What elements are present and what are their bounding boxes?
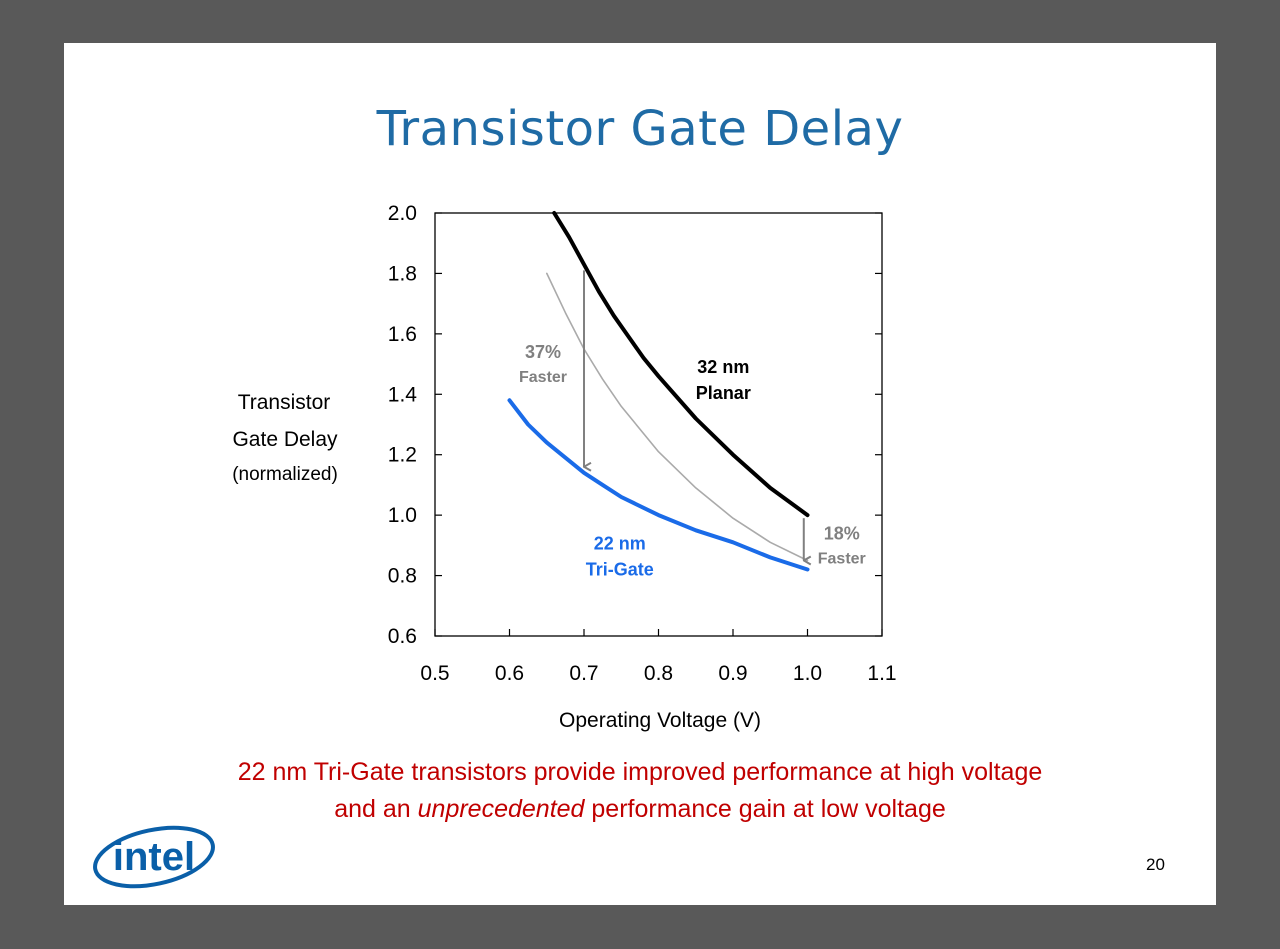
chart: Transistor Gate Delay (normalized) Opera… <box>232 202 896 732</box>
series-line-reference <box>546 272 809 562</box>
x-tick-label: 1.1 <box>867 662 896 685</box>
y-tick-label: 0.8 <box>388 565 417 588</box>
y-tick-label: 1.0 <box>388 504 417 527</box>
x-tick-label: 0.7 <box>569 662 598 685</box>
series-line-32nm-planar <box>552 211 810 518</box>
series-label-32nm: 32 nm <box>697 357 749 377</box>
x-tick-label: 0.5 <box>420 662 449 685</box>
y-tick-label: 1.6 <box>388 323 417 346</box>
slide: Transistor Gate Delay Transistor Gate De… <box>64 43 1216 905</box>
y-axis-label-line1: Transistor <box>238 391 331 414</box>
y-tick-label: 1.4 <box>388 383 418 406</box>
annotation-18-percent: 18% <box>824 523 860 543</box>
series-label-planar: Planar <box>696 383 751 403</box>
y-axis-label-line3: (normalized) <box>232 464 338 485</box>
y-axis-label: Transistor Gate Delay (normalized) <box>232 391 338 485</box>
x-tick-label: 0.8 <box>644 662 673 685</box>
caption-line-1: 22 nm Tri-Gate transistors provide impro… <box>237 758 1043 786</box>
plot-frame <box>434 212 883 637</box>
y-tick-label: 0.6 <box>388 625 417 648</box>
annotation-37-faster: Faster <box>519 369 567 386</box>
y-tick-label: 1.2 <box>388 444 417 467</box>
y-tick-label: 1.8 <box>388 262 417 285</box>
y-axis-label-line2: Gate Delay <box>232 428 338 451</box>
x-tick-label: 0.6 <box>495 662 524 685</box>
slide-title: Transistor Gate Delay <box>376 101 904 157</box>
y-tick-label: 2.0 <box>388 202 417 225</box>
page-number: 20 <box>1146 855 1165 874</box>
annotation-37-percent: 37% <box>525 342 561 362</box>
caption-line-2-start: and an <box>334 795 418 823</box>
series-label-22nm: 22 nm <box>594 533 646 553</box>
caption-emphasis: unprecedented <box>417 795 585 823</box>
intel-logo-text: intel <box>113 835 195 879</box>
x-tick-label: 0.9 <box>718 662 747 685</box>
caption-line-2-end: performance gain at low voltage <box>584 795 946 823</box>
intel-logo: intel <box>93 825 215 889</box>
series-label-tri-gate: Tri-Gate <box>586 559 654 579</box>
x-tick-label: 1.0 <box>793 662 822 685</box>
annotation-18-faster: Faster <box>818 550 866 567</box>
x-axis-label: Operating Voltage (V) <box>559 709 761 732</box>
series-line-22nm-tri-gate <box>507 398 810 572</box>
caption-line-2: and an unprecedented performance gain at… <box>64 795 1216 824</box>
